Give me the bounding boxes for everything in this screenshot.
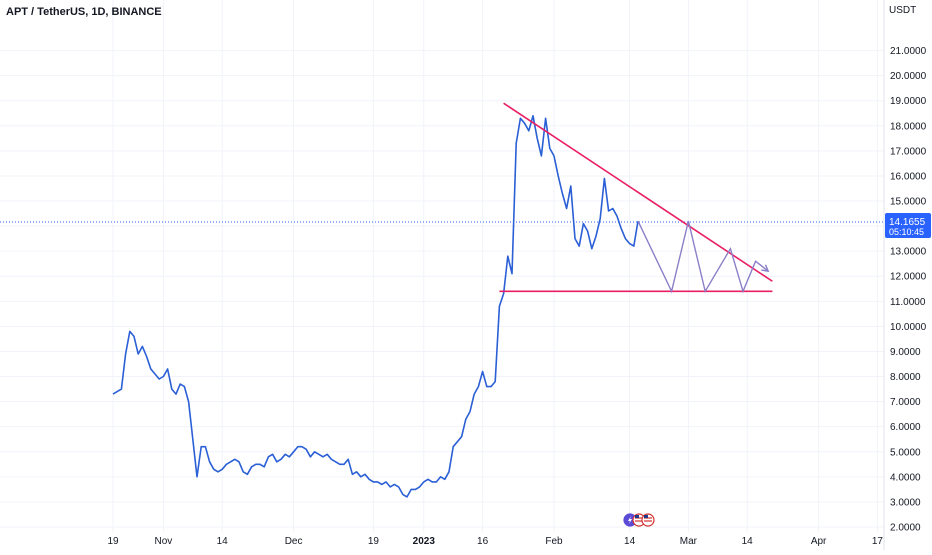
- x-tick-label: Nov: [155, 536, 173, 547]
- y-tick-label: 17.0000: [890, 146, 927, 157]
- y-tick-label: 7.0000: [890, 397, 921, 408]
- x-tick-label: 19: [107, 536, 119, 547]
- y-tick-label: 13.0000: [890, 247, 927, 258]
- y-tick-label: 12.0000: [890, 272, 927, 283]
- y-tick-label: 8.0000: [890, 372, 921, 383]
- symbol-title[interactable]: APT / TetherUS, 1D, BINANCE: [6, 6, 162, 18]
- x-tick-label: 14: [742, 536, 754, 547]
- price-tag-background: [885, 212, 931, 238]
- y-tick-label: 6.0000: [890, 422, 921, 433]
- y-tick-label: 19.0000: [890, 96, 927, 107]
- grid: [0, 0, 884, 532]
- y-tick-label: 20.0000: [890, 71, 927, 82]
- us-flag-icon[interactable]: [641, 513, 655, 527]
- flag-canton: [644, 515, 648, 518]
- x-tick-label: 19: [368, 536, 380, 547]
- x-tick-label: Mar: [680, 536, 698, 547]
- y-tick-label: 21.0000: [890, 46, 927, 57]
- x-tick-label: 16: [477, 536, 489, 547]
- x-tick-label: Feb: [545, 536, 563, 547]
- y-tick-label: 2.0000: [890, 522, 921, 533]
- projection-path[interactable]: [637, 220, 769, 294]
- x-tick-label: Dec: [285, 536, 303, 547]
- x-tick-label: 17: [872, 536, 884, 547]
- flash-glyph: [628, 516, 632, 524]
- economic-events[interactable]: [623, 513, 655, 527]
- x-tick-label: 14: [624, 536, 636, 547]
- quote-currency-label: USDT: [889, 5, 917, 16]
- y-tick-label: 5.0000: [890, 447, 921, 458]
- x-tick-label: 2023: [413, 536, 436, 547]
- y-tick-label: 11.0000: [890, 297, 926, 308]
- drawing-tools-layer[interactable]: [499, 102, 773, 294]
- y-tick-label: 15.0000: [890, 197, 927, 208]
- projection-arrowhead[interactable]: [761, 264, 770, 273]
- x-tick-label: Apr: [811, 536, 827, 547]
- y-tick-label: 18.0000: [890, 121, 927, 132]
- price-tag-price: 14.1655: [889, 217, 926, 228]
- y-tick-label: 10.0000: [890, 322, 927, 333]
- x-tick-label: 14: [217, 536, 229, 547]
- y-tick-label: 9.0000: [890, 347, 921, 358]
- y-tick-label: 3.0000: [890, 497, 921, 508]
- price-axis[interactable]: 2.0000 3.0000 4.0000 5.0000 6.0000 7.0000 8.00…: [890, 46, 927, 533]
- series-layer: [112, 115, 639, 498]
- price-tag: 14.1655 05:10:45: [885, 212, 931, 238]
- price-series-line: [112, 115, 639, 498]
- resistance-trendline[interactable]: [503, 102, 773, 282]
- y-tick-label: 4.0000: [890, 472, 921, 483]
- price-tag-countdown: 05:10:45: [889, 227, 924, 237]
- y-tick-label: 16.0000: [890, 171, 927, 182]
- flag-canton: [635, 515, 639, 518]
- time-axis[interactable]: 19 Nov 14 Dec 19 2023 16 Feb 14 Mar 14 Apr 17: [107, 536, 883, 547]
